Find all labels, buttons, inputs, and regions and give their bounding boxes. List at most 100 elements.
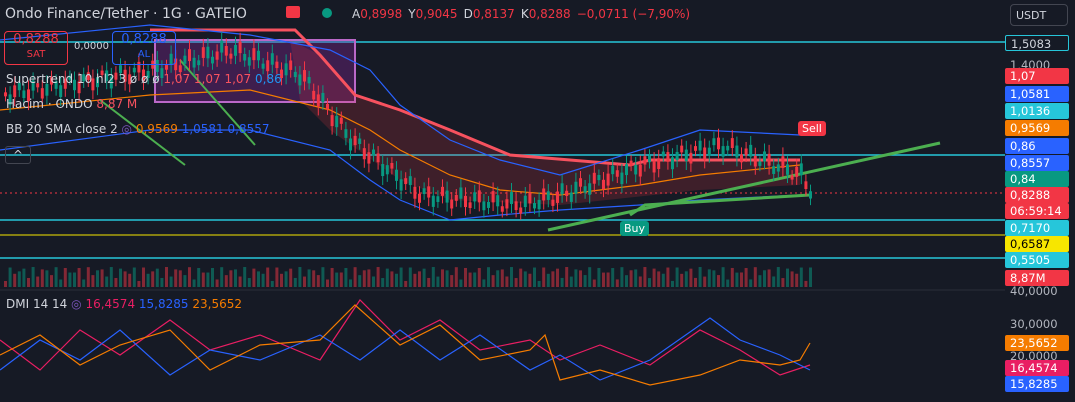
- decor: [730, 138, 734, 148]
- decor: [31, 80, 35, 91]
- decor: [454, 194, 458, 201]
- decor: [569, 192, 573, 202]
- decor: [648, 278, 651, 287]
- decor: [468, 202, 472, 208]
- decor: [339, 272, 343, 287]
- decor: [721, 267, 725, 287]
- decor: [192, 279, 196, 287]
- decor: [404, 178, 408, 185]
- axis-label: 06:59:14: [1005, 203, 1069, 219]
- decor: [114, 278, 118, 287]
- decor: [790, 175, 794, 180]
- decor: [36, 83, 40, 88]
- decor: [753, 155, 757, 167]
- decor: [579, 178, 582, 187]
- decor: [344, 268, 348, 287]
- collapse-button[interactable]: ^: [5, 146, 31, 164]
- decor: [307, 77, 311, 84]
- decor: [353, 267, 357, 287]
- decor: [261, 273, 265, 287]
- decor: [528, 273, 532, 287]
- ohlc-value: 0,9045: [415, 7, 458, 21]
- decor: [666, 152, 670, 162]
- decor: [454, 267, 458, 287]
- decor: [220, 40, 224, 53]
- decor: [753, 267, 757, 287]
- decor: [335, 115, 339, 128]
- decor: [441, 269, 444, 287]
- axis-label: 16,4574: [1005, 360, 1069, 376]
- indicator-value: 1,0581: [181, 122, 224, 136]
- decor: [316, 275, 320, 287]
- decor: [565, 267, 569, 287]
- decor: [422, 188, 426, 194]
- decor: [560, 277, 564, 287]
- decor: [234, 269, 237, 287]
- decor: [280, 273, 283, 287]
- decor: [284, 271, 288, 287]
- decor: [100, 269, 104, 287]
- decor: [132, 267, 136, 287]
- decor: [615, 279, 619, 287]
- currency-select[interactable]: USDT: [1010, 4, 1068, 26]
- decor: [795, 166, 799, 177]
- decor: [707, 147, 711, 156]
- axis-label: 8,87M: [1005, 270, 1069, 286]
- decor: [137, 280, 141, 287]
- decor: [496, 195, 500, 207]
- decor: [36, 276, 40, 287]
- decor: [795, 273, 799, 287]
- sell-signal: Sell: [798, 121, 826, 136]
- decor: [583, 186, 587, 193]
- decor: [740, 154, 743, 163]
- decor: [574, 181, 578, 194]
- decor: [54, 81, 58, 89]
- decor: [464, 267, 467, 287]
- indicator-value: 1,07: [193, 72, 221, 86]
- trend-line: [547, 141, 941, 232]
- sell-button[interactable]: 0,8288 SAT: [4, 31, 68, 65]
- decor: [183, 275, 187, 287]
- decor: [661, 273, 665, 287]
- decor: [4, 281, 7, 287]
- decor: [726, 145, 730, 151]
- decor: [809, 267, 812, 287]
- decor: [344, 129, 348, 138]
- decor: [114, 72, 118, 80]
- buy-button[interactable]: 0,8288 AL: [112, 31, 176, 65]
- decor: [105, 276, 109, 287]
- indicator-name: DMI 14 14: [6, 297, 68, 311]
- adx: [0, 304, 811, 386]
- decor: [487, 267, 490, 287]
- decor: [565, 190, 569, 196]
- decor: [137, 61, 141, 73]
- decor: [625, 275, 628, 287]
- decor: [109, 267, 113, 287]
- dmi-plus: [0, 317, 811, 381]
- decor: [588, 183, 592, 195]
- decor: [505, 199, 509, 209]
- decor: [781, 278, 785, 287]
- decor: [165, 65, 168, 70]
- decor: [45, 270, 49, 287]
- decor: [537, 280, 541, 287]
- flag-icon[interactable]: [286, 6, 300, 18]
- decor: [450, 199, 454, 209]
- decor: [735, 145, 739, 158]
- decor: [482, 279, 486, 287]
- decor: [684, 271, 688, 287]
- decor: [652, 268, 656, 287]
- decor: [781, 156, 785, 168]
- axis-label: 40,0000: [1010, 284, 1058, 298]
- decor: [657, 158, 661, 169]
- decor: [694, 146, 697, 151]
- decor: [399, 267, 403, 287]
- decor: [284, 63, 288, 76]
- decor: [698, 140, 702, 151]
- decor: [390, 271, 394, 287]
- decor: [418, 193, 421, 203]
- decor: [261, 63, 265, 69]
- decor: [468, 272, 472, 287]
- decor: [54, 267, 58, 287]
- decor: [372, 149, 375, 156]
